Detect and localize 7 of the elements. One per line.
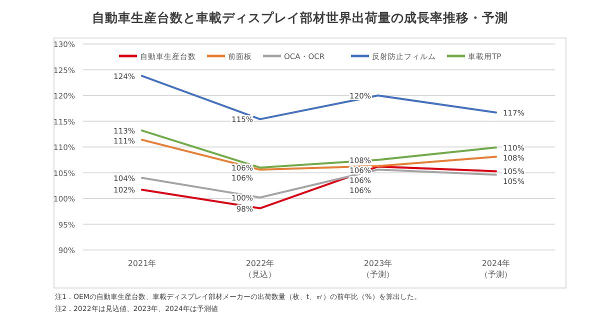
x-tick-label: 2021年 xyxy=(128,259,156,268)
line-series xyxy=(141,130,497,169)
x-tick-label: 2024年（予測） xyxy=(480,259,512,279)
x-tick-label: 2023年（予測） xyxy=(362,259,394,279)
line-series xyxy=(141,74,497,120)
x-tick-label: 2022年（見込） xyxy=(244,259,276,279)
chart-title: 自動車生産台数と車載ディスプレイ部材世界出荷量の成長率推移・予測 xyxy=(92,10,508,25)
